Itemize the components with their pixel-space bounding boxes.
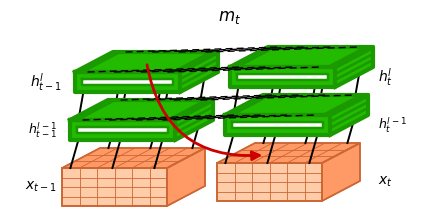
Polygon shape — [175, 100, 213, 140]
Polygon shape — [335, 47, 373, 87]
Polygon shape — [70, 120, 175, 127]
Text: $h_t^{l}$: $h_t^{l}$ — [378, 66, 393, 88]
Polygon shape — [70, 120, 77, 140]
Text: $h_{t-1}^{l}$: $h_{t-1}^{l}$ — [30, 71, 62, 93]
Polygon shape — [322, 143, 360, 201]
Polygon shape — [70, 100, 213, 120]
Polygon shape — [70, 133, 175, 140]
Polygon shape — [75, 72, 180, 79]
Text: $h_{t-1}^{l-1}$: $h_{t-1}^{l-1}$ — [28, 120, 57, 140]
Polygon shape — [225, 115, 232, 135]
Polygon shape — [75, 85, 180, 92]
Polygon shape — [323, 115, 330, 135]
Polygon shape — [217, 163, 322, 201]
Polygon shape — [230, 67, 237, 87]
Polygon shape — [225, 95, 368, 115]
Polygon shape — [173, 72, 180, 92]
Polygon shape — [230, 67, 335, 74]
Polygon shape — [328, 67, 335, 87]
Text: $x_{t-1}$: $x_{t-1}$ — [25, 180, 57, 194]
Polygon shape — [62, 168, 167, 206]
Polygon shape — [330, 95, 368, 135]
Polygon shape — [167, 148, 205, 206]
Polygon shape — [75, 72, 180, 92]
Polygon shape — [230, 47, 373, 67]
Text: $\boldsymbol{m_t}$: $\boldsymbol{m_t}$ — [218, 8, 242, 26]
Text: $h_t^{l-1}$: $h_t^{l-1}$ — [378, 115, 407, 135]
Polygon shape — [225, 115, 330, 135]
Polygon shape — [168, 120, 175, 140]
Text: $x_t$: $x_t$ — [378, 175, 392, 189]
Polygon shape — [180, 52, 218, 92]
Polygon shape — [217, 143, 360, 163]
Polygon shape — [230, 67, 335, 87]
Polygon shape — [230, 80, 335, 87]
Polygon shape — [75, 72, 82, 92]
Polygon shape — [225, 115, 330, 122]
Polygon shape — [62, 148, 205, 168]
Polygon shape — [75, 52, 218, 72]
Polygon shape — [70, 120, 175, 140]
Polygon shape — [225, 128, 330, 135]
